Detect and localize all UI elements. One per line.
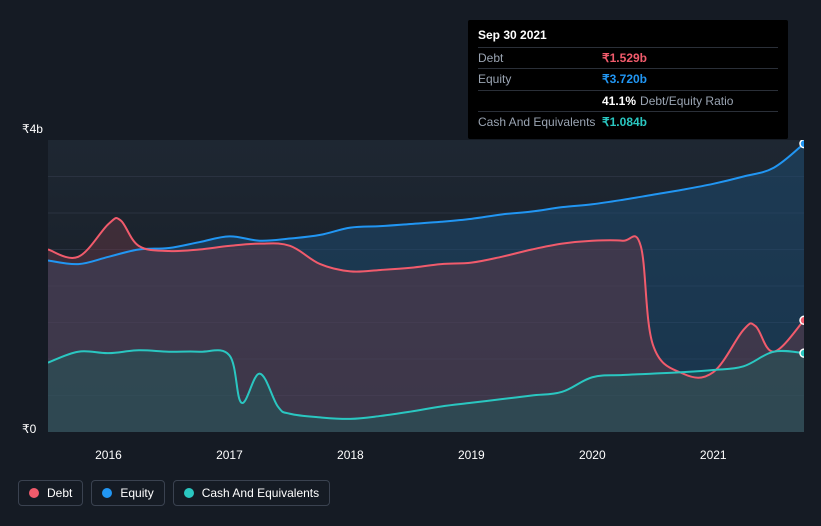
tooltip-row-value: ₹1.529b	[602, 49, 647, 68]
tooltip-date: Sep 30 2021	[478, 26, 778, 45]
tooltip-row-label: Cash And Equivalents	[478, 113, 602, 132]
tooltip-row-label: Equity	[478, 70, 602, 89]
legend-item-label: Debt	[47, 486, 72, 500]
y-axis-label: ₹0	[22, 422, 36, 436]
x-axis-label: 2017	[216, 448, 243, 462]
x-axis-label: 2018	[337, 448, 364, 462]
legend-swatch-icon	[102, 488, 112, 498]
chart-tooltip: Sep 30 2021 Debt₹1.529bEquity₹3.720b 41.1…	[468, 20, 788, 139]
x-axis-label: 2016	[95, 448, 122, 462]
legend-swatch-icon	[29, 488, 39, 498]
legend-item-cash[interactable]: Cash And Equivalents	[173, 480, 330, 506]
equity-end-marker	[800, 140, 804, 148]
x-axis-label: 2019	[458, 448, 485, 462]
tooltip-row: Debt₹1.529b	[478, 47, 778, 69]
chart-legend: Debt Equity Cash And Equivalents	[18, 480, 330, 506]
tooltip-row: Cash And Equivalents₹1.084b	[478, 111, 778, 133]
tooltip-row-label	[478, 92, 602, 111]
legend-item-label: Equity	[120, 486, 153, 500]
legend-item-debt[interactable]: Debt	[18, 480, 83, 506]
tooltip-row: Equity₹3.720b	[478, 68, 778, 90]
legend-item-equity[interactable]: Equity	[91, 480, 164, 506]
tooltip-row-label: Debt	[478, 49, 602, 68]
legend-swatch-icon	[184, 488, 194, 498]
legend-item-label: Cash And Equivalents	[202, 486, 319, 500]
tooltip-row-value: ₹1.084b	[602, 113, 647, 132]
tooltip-row-value: ₹3.720b	[602, 70, 647, 89]
tooltip-row-sub: Debt/Equity Ratio	[640, 94, 733, 108]
debt-end-marker	[800, 316, 804, 324]
x-axis-label: 2021	[700, 448, 727, 462]
x-axis-label: 2020	[579, 448, 606, 462]
y-axis-label: ₹4b	[22, 122, 43, 136]
cash-end-marker	[800, 349, 804, 357]
tooltip-row-value: 41.1%Debt/Equity Ratio	[602, 92, 733, 111]
tooltip-row: 41.1%Debt/Equity Ratio	[478, 90, 778, 112]
